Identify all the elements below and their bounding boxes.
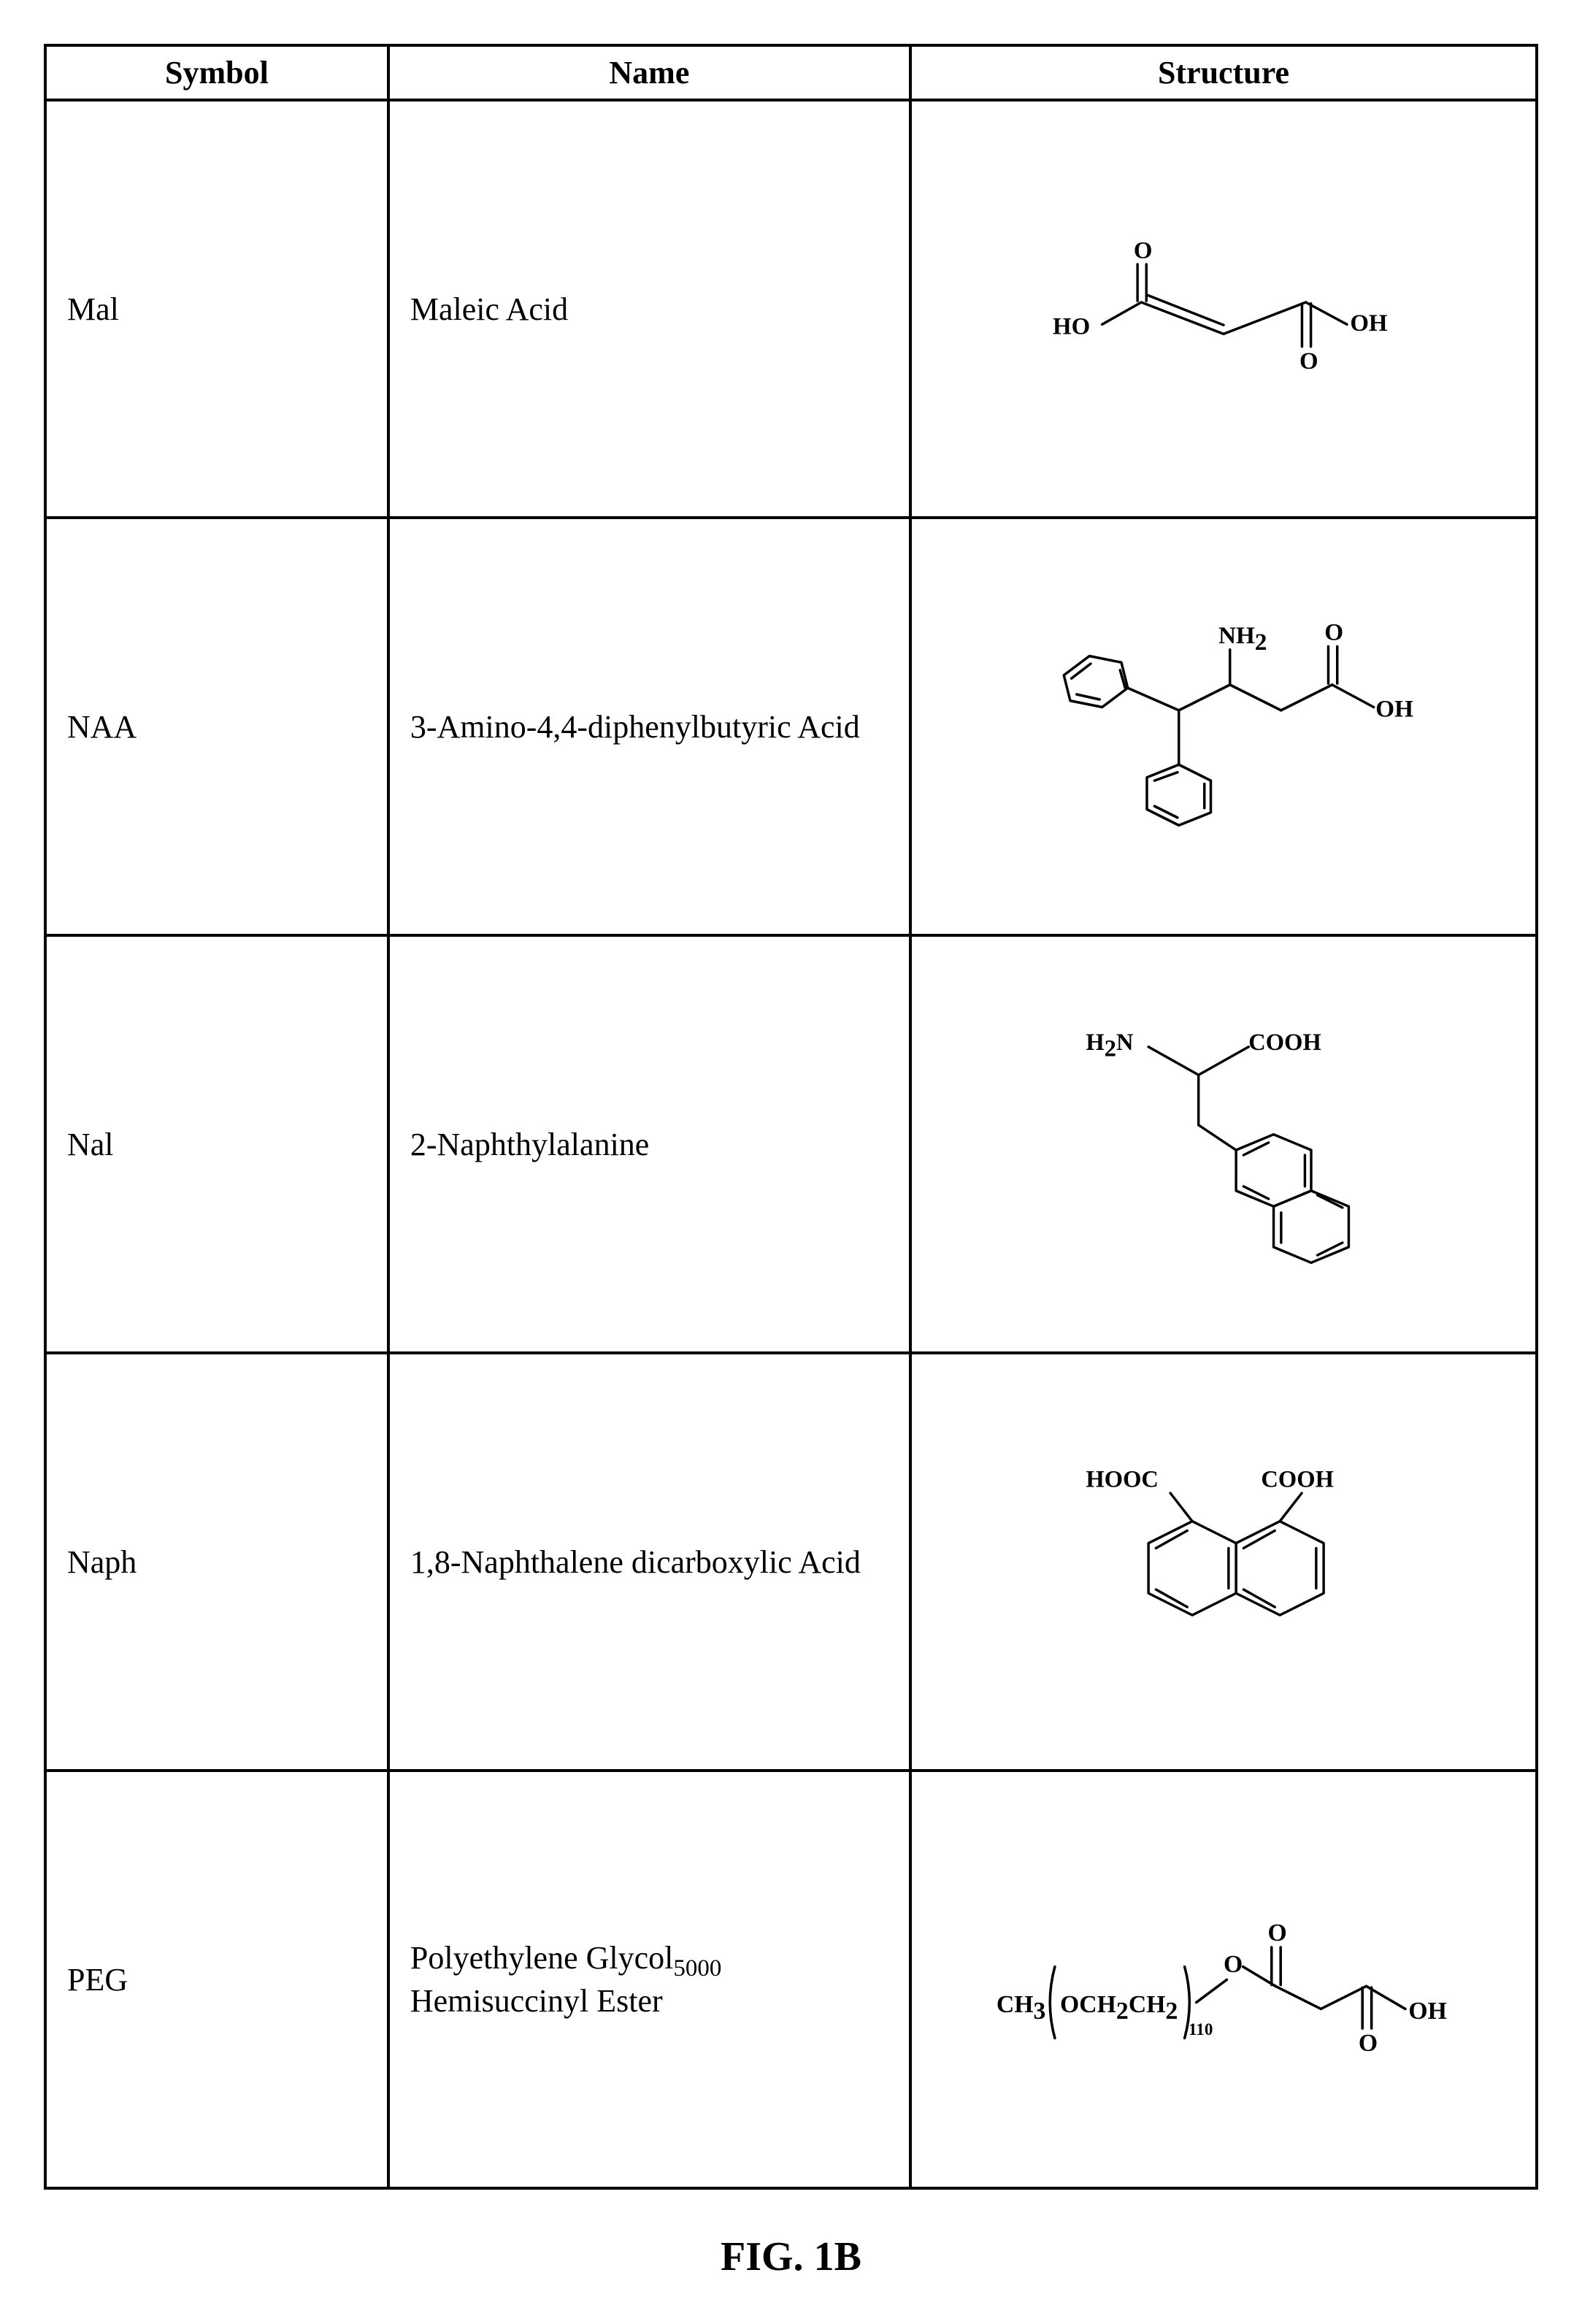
label-cooh: COOH	[1248, 1029, 1321, 1056]
name-cell: 1,8-Naphthalene dicarboxylic Acid	[388, 1353, 910, 1771]
symbol-cell: Nal	[45, 935, 388, 1353]
page: Symbol Name Structure Mal Maleic Acid HO…	[44, 44, 1538, 2280]
label-och2ch2: OCH2CH2	[1060, 1990, 1178, 2024]
label-o-ester: O	[1224, 1950, 1243, 1977]
symbol-cell: Naph	[45, 1353, 388, 1771]
table-row: Nal 2-Naphthylalanine H2N COOH	[45, 935, 1537, 1353]
name-peg: Polyethylene Glycol5000 Hemisuccinyl Est…	[410, 1940, 722, 2019]
name-cell: Maleic Acid	[388, 100, 910, 518]
label-hooc: HOOC	[1086, 1466, 1159, 1492]
label-oh: OH	[1375, 696, 1413, 723]
label-o2: O	[1299, 348, 1318, 375]
header-symbol: Symbol	[45, 45, 388, 100]
header-row: Symbol Name Structure	[45, 45, 1537, 100]
structure-peg: CH3 OCH2CH2 110 O O	[990, 1889, 1457, 2071]
table-row: PEG Polyethylene Glycol5000 Hemisuccinyl…	[45, 1771, 1537, 2188]
structure-cell: H2N COOH	[910, 935, 1537, 1353]
name-cell: Polyethylene Glycol5000 Hemisuccinyl Est…	[388, 1771, 910, 2188]
label-ch3: CH3	[997, 1990, 1046, 2024]
compound-table: Symbol Name Structure Mal Maleic Acid HO…	[44, 44, 1538, 2190]
structure-cell: HO O O OH	[910, 100, 1537, 518]
label-oh: OH	[1350, 310, 1388, 337]
structure-cell: NH2 O OH	[910, 518, 1537, 935]
label-nh2: NH2	[1218, 622, 1267, 656]
structure-nal: H2N COOH	[1048, 1006, 1399, 1281]
label-n110: 110	[1189, 2020, 1213, 2039]
structure-mal: HO O O OH	[1034, 226, 1413, 391]
label-o3: O	[1359, 2030, 1378, 2057]
structure-cell: HOOC COOH	[910, 1353, 1537, 1771]
table-row: Naph 1,8-Naphthalene dicarboxylic Acid H…	[45, 1353, 1537, 1771]
label-o2: O	[1267, 1920, 1286, 1947]
label-o1: O	[1134, 238, 1153, 264]
table-row: NAA 3-Amino-4,4-diphenylbutyric Acid	[45, 518, 1537, 935]
label-h2n: H2N	[1086, 1029, 1134, 1062]
structure-cell: CH3 OCH2CH2 110 O O	[910, 1771, 1537, 2188]
header-structure: Structure	[910, 45, 1537, 100]
symbol-cell: NAA	[45, 518, 388, 935]
header-name: Name	[388, 45, 910, 100]
figure-caption: FIG. 1B	[44, 2233, 1538, 2280]
label-oh: OH	[1408, 1997, 1447, 2024]
label-cooh: COOH	[1261, 1466, 1334, 1492]
symbol-cell: PEG	[45, 1771, 388, 2188]
name-cell: 2-Naphthylalanine	[388, 935, 910, 1353]
name-cell: 3-Amino-4,4-diphenylbutyric Acid	[388, 518, 910, 935]
structure-naph: HOOC COOH	[1048, 1449, 1399, 1675]
structure-naa: NH2 O OH	[1019, 592, 1428, 861]
symbol-cell: Mal	[45, 100, 388, 518]
label-ho: HO	[1053, 314, 1090, 340]
label-o: O	[1324, 619, 1343, 646]
table-row: Mal Maleic Acid HO O	[45, 100, 1537, 518]
